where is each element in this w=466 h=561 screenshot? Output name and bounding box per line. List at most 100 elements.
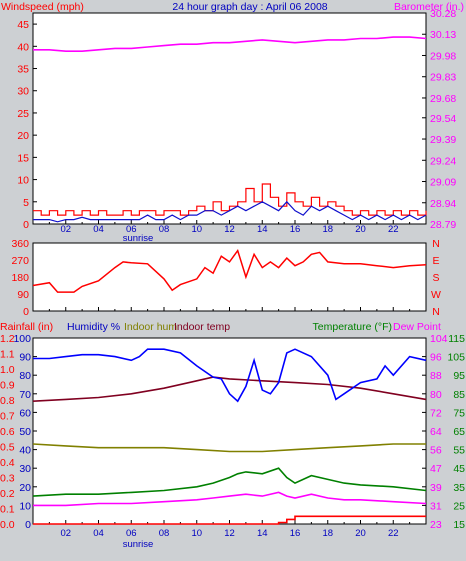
dir-y-tick-label: 270 bbox=[11, 255, 29, 267]
temp-outer-tick-label: 15 bbox=[453, 519, 465, 531]
hum-y-tick-label: 40 bbox=[19, 445, 31, 457]
hum-y-tick-label: 80 bbox=[19, 370, 31, 382]
wind-y-tick-label: 45 bbox=[17, 19, 29, 31]
windspeed-line bbox=[33, 183, 427, 216]
humidity-x-tick-label: 14 bbox=[257, 528, 268, 539]
rain-y-tick-label: 0.7 bbox=[0, 411, 15, 423]
hum-y-tick-label: 20 bbox=[19, 482, 31, 494]
temp-inner-tick-label: 39 bbox=[430, 482, 442, 494]
humidity-panel-frame bbox=[32, 337, 427, 525]
wind-y-tick-label: 10 bbox=[17, 175, 29, 187]
temperature-label: Temperature (°F) bbox=[313, 321, 392, 333]
wind-y-tick-label: 20 bbox=[17, 130, 29, 142]
rain-y-tick-label: 0.9 bbox=[0, 380, 15, 392]
baro-y-tick-label: 29.83 bbox=[430, 72, 456, 84]
humidity-x-tick-label: 02 bbox=[60, 528, 71, 539]
dir-compass-label: E bbox=[432, 255, 439, 267]
rainfall-label: Rainfall (in) bbox=[0, 321, 53, 333]
dewpoint-label: Dew Point bbox=[393, 321, 441, 333]
wind-x-tick-label: 04 bbox=[93, 224, 104, 235]
temp-outer-tick-label: 65 bbox=[453, 426, 465, 438]
temp-inner-tick-label: 80 bbox=[430, 389, 442, 401]
rain-y-tick-label: 0.1 bbox=[0, 504, 15, 516]
baro-y-tick-label: 30.28 bbox=[430, 8, 456, 20]
wind-y-tick-label: 30 bbox=[17, 86, 29, 98]
humidity-x-tick-label: 22 bbox=[388, 528, 399, 539]
temp-inner-tick-label: 72 bbox=[430, 407, 442, 419]
wind-x-tick-label: 06 bbox=[126, 224, 137, 235]
temp-outer-tick-label: 25 bbox=[453, 500, 465, 512]
dir-compass-label: N bbox=[432, 238, 440, 250]
wind-x-tick-label: 22 bbox=[388, 224, 399, 235]
dir-y-tick-label: 180 bbox=[11, 272, 29, 284]
rain-y-tick-label: 0.8 bbox=[0, 395, 15, 407]
wind-y-tick-label: 35 bbox=[17, 64, 29, 76]
rain-y-tick-label: 1.2 bbox=[0, 333, 15, 345]
hum-y-tick-label: 100 bbox=[13, 333, 31, 345]
humidity-x-tick-label: 08 bbox=[159, 528, 170, 539]
chart-title: 24 hour graph day : April 06 2008 bbox=[172, 1, 327, 13]
temp-outer-tick-label: 105 bbox=[447, 352, 465, 364]
direction-panel-frame bbox=[32, 242, 427, 312]
temp-inner-tick-label: 64 bbox=[430, 426, 442, 438]
temp-inner-tick-label: 56 bbox=[430, 445, 442, 457]
humidity-x-tick-label: 04 bbox=[93, 528, 104, 539]
dir-compass-label: S bbox=[432, 272, 439, 284]
temp-outer-tick-label: 45 bbox=[453, 463, 465, 475]
temp-inner-tick-label: 23 bbox=[430, 519, 442, 531]
sunrise-label-bottom: sunrise bbox=[123, 539, 154, 550]
indoor-hum-label: Indoor hum bbox=[124, 321, 177, 333]
wind-y-tick-label: 40 bbox=[17, 41, 29, 53]
humidity-x-tick-label: 10 bbox=[191, 528, 202, 539]
temp-inner-tick-label: 31 bbox=[430, 500, 442, 512]
dir-y-tick-label: 0 bbox=[23, 306, 29, 318]
temp-outer-tick-label: 75 bbox=[453, 407, 465, 419]
rain-y-tick-label: 0.0 bbox=[0, 519, 15, 531]
barometer-label: Barometer (in.) bbox=[394, 1, 464, 13]
baro-y-tick-label: 29.39 bbox=[430, 134, 456, 146]
baro-y-tick-label: 30.13 bbox=[430, 29, 456, 41]
baro-y-tick-label: 29.98 bbox=[430, 50, 456, 62]
rain-y-tick-label: 0.4 bbox=[0, 457, 15, 469]
baro-y-tick-label: 29.09 bbox=[430, 177, 456, 189]
rain-y-tick-label: 0.5 bbox=[0, 442, 15, 454]
temp-inner-tick-label: 88 bbox=[430, 370, 442, 382]
indoor-temp-line bbox=[32, 376, 427, 402]
baro-y-tick-label: 29.68 bbox=[430, 93, 456, 105]
dir-compass-label: N bbox=[432, 306, 440, 318]
dir-y-tick-label: 90 bbox=[17, 289, 29, 301]
temperature-line bbox=[32, 467, 427, 497]
humidity-x-tick-label: 12 bbox=[224, 528, 235, 539]
rain-y-tick-label: 0.2 bbox=[0, 488, 15, 500]
wind-x-tick-label: 08 bbox=[159, 224, 170, 235]
rain-y-tick-label: 0.3 bbox=[0, 473, 15, 485]
hum-y-tick-label: 0 bbox=[25, 519, 31, 531]
hum-y-tick-label: 90 bbox=[19, 352, 31, 364]
baro-y-tick-label: 29.54 bbox=[430, 113, 456, 125]
wind-x-tick-label: 10 bbox=[191, 224, 202, 235]
rain-y-tick-label: 0.6 bbox=[0, 426, 15, 438]
temp-inner-tick-label: 104 bbox=[430, 333, 448, 345]
temp-outer-tick-label: 115 bbox=[448, 333, 465, 345]
hum-y-tick-label: 60 bbox=[19, 407, 31, 419]
temp-inner-tick-label: 96 bbox=[430, 352, 442, 364]
temp-outer-tick-label: 85 bbox=[453, 389, 465, 401]
baro-y-tick-label: 28.79 bbox=[430, 219, 456, 231]
wind-x-tick-label: 18 bbox=[322, 224, 333, 235]
wind-x-tick-label: 16 bbox=[290, 224, 301, 235]
dir-compass-label: W bbox=[431, 289, 441, 301]
wind-panel-frame bbox=[32, 12, 427, 225]
hum-y-tick-label: 10 bbox=[19, 500, 31, 512]
dewpoint-line bbox=[33, 491, 427, 507]
direction-line bbox=[32, 248, 427, 293]
temp-outer-tick-label: 95 bbox=[453, 370, 465, 382]
temp-outer-tick-label: 55 bbox=[453, 445, 465, 457]
rainfall-line bbox=[33, 515, 426, 525]
gust-line bbox=[33, 200, 427, 223]
wind-x-tick-label: 02 bbox=[60, 224, 71, 235]
temp-outer-tick-label: 35 bbox=[453, 482, 465, 494]
temp-inner-tick-label: 47 bbox=[430, 463, 442, 475]
wind-x-tick-label: 14 bbox=[257, 224, 268, 235]
dir-y-tick-label: 360 bbox=[11, 238, 29, 250]
